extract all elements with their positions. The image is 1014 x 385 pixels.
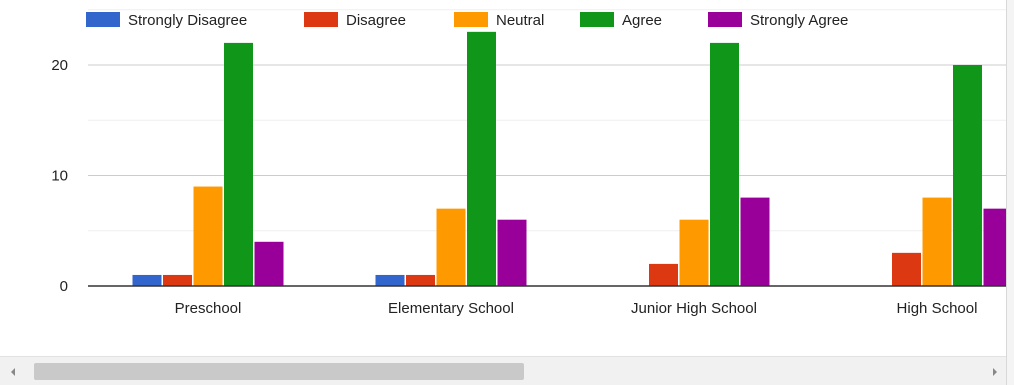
chevron-right-icon bbox=[993, 368, 997, 376]
y-tick-label: 0 bbox=[60, 278, 68, 295]
bar-disagree bbox=[892, 252, 921, 286]
bars bbox=[132, 31, 1006, 287]
horizontal-scrollbar[interactable] bbox=[0, 356, 1006, 385]
legend-label: Agree bbox=[622, 12, 662, 29]
y-tick-label: 10 bbox=[51, 168, 68, 185]
bar-neutral bbox=[436, 208, 466, 286]
scroll-thumb[interactable] bbox=[34, 363, 524, 380]
bar-agree bbox=[710, 42, 739, 287]
scroll-track[interactable] bbox=[30, 363, 976, 380]
legend-label: Strongly Agree bbox=[750, 12, 848, 29]
x-axis-labels: Preschool Elementary School Junior High Sc… bbox=[175, 300, 978, 317]
bar-strongly-agree bbox=[740, 197, 770, 286]
bar-chart: 0 10 20 Preschool Elementary School Junior H… bbox=[51, 9, 1006, 317]
scroll-right-button[interactable] bbox=[988, 366, 1002, 378]
x-tick-label: Elementary School bbox=[388, 300, 514, 317]
frame-edge bbox=[1006, 0, 1014, 385]
bar-agree bbox=[224, 42, 253, 287]
bar-agree bbox=[953, 65, 982, 286]
scroll-left-button[interactable] bbox=[6, 366, 20, 378]
bar-neutral bbox=[193, 186, 223, 286]
legend: Strongly Disagree Disagree Neutral Agree Str… bbox=[86, 12, 848, 29]
bar-disagree bbox=[406, 274, 435, 286]
chevron-left-icon bbox=[11, 368, 15, 376]
y-tick-label: 20 bbox=[51, 57, 68, 74]
bar-neutral bbox=[922, 197, 952, 286]
legend-swatch bbox=[580, 12, 614, 27]
legend-swatch bbox=[708, 12, 742, 27]
legend-label: Neutral bbox=[496, 12, 544, 29]
x-tick-label: Preschool bbox=[175, 300, 242, 317]
legend-swatch bbox=[304, 12, 338, 27]
bar-agree bbox=[467, 31, 496, 286]
bar-strongly-disagree bbox=[132, 274, 162, 286]
y-axis-ticks: 0 10 20 bbox=[51, 57, 68, 295]
bar-strongly-agree bbox=[497, 219, 527, 286]
bar-strongly-agree bbox=[983, 208, 1006, 286]
legend-swatch bbox=[86, 12, 120, 27]
legend-label: Disagree bbox=[346, 12, 406, 29]
bar-strongly-agree bbox=[254, 241, 284, 286]
legend-swatch bbox=[454, 12, 488, 27]
x-tick-label: High School bbox=[897, 300, 978, 317]
bar-neutral bbox=[679, 219, 709, 286]
bar-strongly-disagree bbox=[375, 274, 405, 286]
bar-disagree bbox=[649, 263, 678, 286]
legend-label: Strongly Disagree bbox=[128, 12, 247, 29]
bar-disagree bbox=[163, 274, 192, 286]
x-tick-label: Junior High School bbox=[631, 300, 757, 317]
